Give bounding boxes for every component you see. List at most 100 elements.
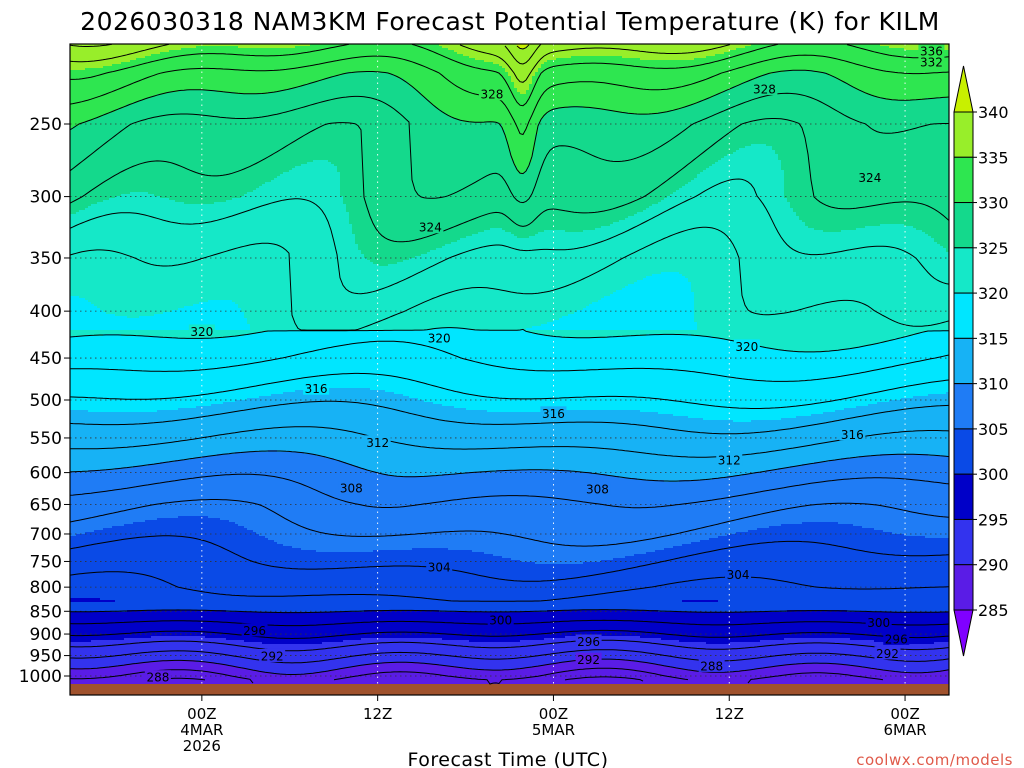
fill-cell bbox=[943, 642, 947, 671]
credit-link[interactable]: coolwx.com/models bbox=[856, 751, 1013, 768]
fill-cell bbox=[379, 474, 383, 551]
fill-cell bbox=[799, 220, 803, 353]
fill-cell bbox=[481, 472, 485, 553]
fill-cell bbox=[238, 198, 242, 309]
fill-cell bbox=[835, 350, 839, 411]
fill-cell bbox=[823, 232, 827, 353]
fill-cell bbox=[265, 332, 269, 397]
fill-cell bbox=[556, 336, 560, 411]
fill-cell bbox=[913, 100, 917, 229]
fill-cell bbox=[367, 470, 371, 553]
fill-cell bbox=[907, 612, 911, 645]
fill-cell bbox=[136, 610, 140, 639]
fill-cell bbox=[382, 390, 386, 475]
fill-cell bbox=[244, 330, 248, 335]
fill-cell bbox=[85, 44, 89, 69]
fill-cell bbox=[937, 612, 941, 643]
fill-cell bbox=[301, 452, 305, 551]
fill-cell bbox=[763, 144, 767, 349]
fill-cell bbox=[493, 556, 497, 613]
fill-cell bbox=[277, 330, 281, 395]
fill-cell bbox=[622, 610, 626, 637]
fill-cell bbox=[388, 44, 392, 75]
fill-cell bbox=[388, 330, 392, 393]
fill-cell bbox=[151, 194, 155, 317]
fill-cell bbox=[544, 230, 548, 325]
fill-cell bbox=[205, 456, 209, 517]
fill-cell bbox=[916, 644, 920, 673]
fill-cell bbox=[412, 662, 416, 685]
fill-cell bbox=[769, 470, 773, 527]
fill-cell bbox=[271, 394, 275, 451]
fill-cell bbox=[256, 48, 260, 95]
fill-cell bbox=[82, 472, 86, 535]
fill-cell bbox=[661, 334, 665, 415]
fill-cell bbox=[154, 54, 158, 97]
fill-cell bbox=[202, 610, 206, 637]
fill-cell bbox=[685, 670, 689, 685]
fill-cell bbox=[154, 196, 158, 315]
fill-cell bbox=[214, 202, 218, 301]
fill-cell bbox=[907, 226, 911, 337]
fill-cell bbox=[661, 272, 665, 331]
fill-cell bbox=[73, 330, 77, 337]
fill-cell bbox=[625, 330, 629, 337]
fill-cell bbox=[106, 668, 110, 685]
fill-cell bbox=[901, 338, 905, 399]
fill-cell bbox=[577, 660, 581, 685]
fill-cell bbox=[703, 672, 707, 685]
fill-cell bbox=[262, 48, 266, 95]
fill-cell bbox=[631, 284, 635, 331]
fill-cell bbox=[739, 422, 743, 477]
fill-cell bbox=[244, 334, 248, 401]
fill-cell bbox=[757, 668, 761, 685]
fill-cell bbox=[148, 610, 152, 639]
fill-cell bbox=[595, 610, 599, 637]
fill-cell bbox=[523, 640, 527, 669]
fill-cell bbox=[649, 480, 653, 553]
fill-cell bbox=[421, 400, 425, 477]
contour-label: 324 bbox=[856, 170, 883, 185]
fill-cell bbox=[922, 332, 926, 397]
fill-cell bbox=[409, 638, 413, 663]
fill-cell bbox=[697, 642, 701, 673]
fill-cell bbox=[616, 410, 620, 477]
fill-cell bbox=[115, 110, 119, 197]
fill-cell bbox=[100, 668, 104, 685]
fill-cell bbox=[652, 610, 656, 639]
fill-cell bbox=[157, 410, 161, 465]
fill-cell bbox=[589, 56, 593, 109]
fill-cell bbox=[478, 122, 482, 233]
fill-cell bbox=[340, 74, 344, 197]
fill-cell bbox=[433, 44, 437, 107]
fill-cell bbox=[172, 338, 176, 411]
fill-cell bbox=[865, 528, 869, 613]
fill-cell bbox=[442, 612, 446, 641]
fill-cell bbox=[88, 470, 92, 533]
fill-cell bbox=[244, 528, 248, 613]
fill-cell bbox=[640, 212, 644, 281]
x-tick-label: 6MAR bbox=[883, 721, 926, 739]
fill-cell bbox=[433, 476, 437, 549]
fill-cell bbox=[349, 640, 353, 669]
fill-cell bbox=[226, 92, 230, 201]
fill-cell bbox=[691, 642, 695, 671]
fill-cell bbox=[178, 636, 182, 661]
fill-cell bbox=[523, 470, 527, 563]
contour-label-bg bbox=[478, 87, 505, 101]
fill-cell bbox=[235, 400, 239, 453]
fill-cell bbox=[427, 664, 431, 685]
fill-cell bbox=[238, 48, 242, 95]
fill-cell bbox=[262, 94, 266, 185]
fill-cell bbox=[682, 642, 686, 671]
fill-cell bbox=[376, 638, 380, 665]
colorbar-box bbox=[953, 111, 974, 158]
fill-cell bbox=[520, 640, 524, 669]
fill-cell bbox=[529, 640, 533, 669]
fill-cell bbox=[160, 610, 164, 637]
fill-cell bbox=[217, 330, 221, 339]
fill-cell bbox=[88, 44, 92, 69]
fill-cell bbox=[451, 550, 455, 613]
contour-label: 288 bbox=[698, 658, 725, 673]
